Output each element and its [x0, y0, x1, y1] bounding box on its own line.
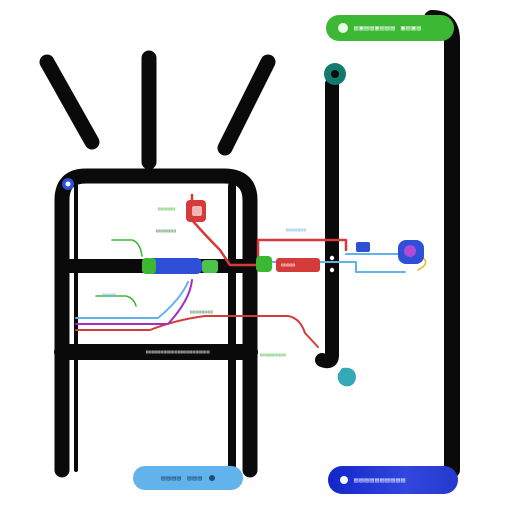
circuit-chip-icon — [186, 200, 206, 222]
node-tab — [356, 242, 370, 252]
right-outer-rail — [424, 10, 460, 478]
frame-outline — [54, 168, 258, 478]
note-f: ▤▤▤▤▤ — [102, 292, 117, 297]
note-c: ▤▤▤▤▤▤▤ — [286, 227, 307, 232]
note-e: ▤▤▤▤▤▤▤▤▤ — [260, 352, 287, 357]
small-dot-icon — [208, 475, 215, 481]
connector-body — [142, 258, 202, 274]
top-status-pill[interactable]: ▤▣▤▤▣▤▤▤ ▣▤▣▤ — [326, 15, 454, 41]
cyan-blob-icon — [337, 367, 356, 387]
bottom-left-pill-label: ▤▤▤▤ ▤▤▤ — [161, 474, 203, 482]
connector-green-right — [202, 260, 218, 273]
wire-red-lower — [75, 315, 319, 348]
bottom-right-pill-label: ▤▤▤▤▤▤▤▤▤▤ — [354, 476, 407, 484]
white-dots — [329, 255, 335, 273]
chip-core — [192, 206, 202, 216]
node-core — [404, 245, 416, 257]
bottom-right-pill[interactable]: ▤▤▤▤▤▤▤▤▤▤ — [328, 466, 458, 494]
corner-led-core — [65, 181, 71, 187]
white-dot — [329, 267, 335, 273]
diamond-icon — [340, 476, 348, 484]
connector-green-far — [256, 256, 272, 272]
wire-purple — [75, 279, 193, 325]
right-inner-rail — [315, 77, 339, 369]
note-a: ▤▤▤▤▤▤ — [158, 206, 176, 211]
red-tag-bg — [276, 258, 320, 272]
wire-green-left-2 — [95, 295, 137, 307]
blue-connector-icon — [142, 256, 272, 274]
teal-dot-center — [331, 70, 339, 78]
note-d: ▤▤▤▤▤▤▤▤ — [190, 309, 214, 314]
bottom-left-pill[interactable]: ▤▤▤▤ ▤▤▤ — [133, 466, 243, 490]
antenna-left — [39, 54, 100, 150]
red-tag-label: ▤▤▤▤▤ — [281, 262, 296, 267]
antenna-strokes-icon — [39, 50, 276, 170]
status-dot-icon — [338, 23, 348, 33]
window-frame-icon — [54, 168, 258, 478]
connector-green-cap — [142, 258, 156, 274]
wire-green-left — [111, 239, 143, 257]
note-b: ▤▤▤▤▤▤▤ — [156, 228, 177, 233]
wire-red-main — [190, 193, 348, 267]
row-caption: ▤▤▤▤▤▤▤▤▤▤▤▤▤▤▤▤▤▤▤▤▤▤ — [146, 349, 210, 354]
wire-sky — [75, 281, 189, 319]
antenna-right — [217, 54, 276, 156]
purple-node-icon — [356, 240, 424, 264]
white-dot — [329, 255, 335, 261]
right-frame-icon — [315, 10, 460, 478]
top-pill-label: ▤▣▤▤▣▤▤▤ ▣▤▣▤ — [354, 24, 422, 32]
